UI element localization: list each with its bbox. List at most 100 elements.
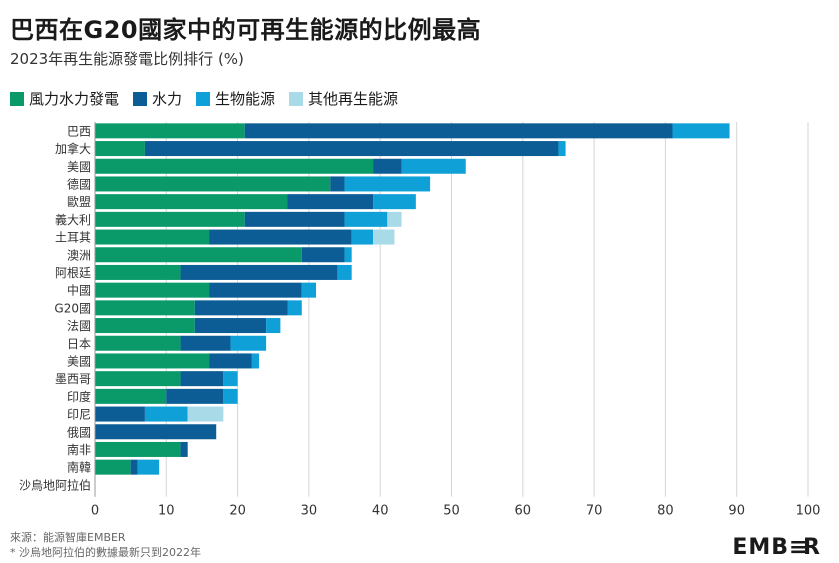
bar-9-series-0 [95,282,210,298]
logo-text-right: R [803,535,821,560]
bar-4-series-0 [95,194,288,210]
category-label-10: G20國 [54,301,91,315]
bar-6-series-0 [95,229,210,245]
bar-8-series-0 [95,264,181,280]
bar-8-series-2 [337,264,352,280]
category-label-6: 土耳其 [55,231,91,245]
category-label-7: 澳洲 [67,248,91,262]
bar-13-series-2 [251,353,259,369]
legend-item-other: 其他再生能源 [289,88,398,109]
bar-5-series-1 [244,211,345,227]
chart-subtitle: 2023年再生能源發電比例排行 (%) [10,50,244,68]
category-label-15: 印度 [67,389,91,404]
bar-4-series-2 [373,194,416,210]
bar-3-series-0 [95,176,331,192]
bar-2-series-0 [95,158,374,174]
bar-8-series-1 [180,264,338,280]
x-tick-label-40: 40 [372,504,389,519]
source-note: 來源：能源智庫EMBER [10,531,126,544]
x-tick-label-50: 50 [443,504,460,519]
category-label-12: 日本 [67,337,91,351]
logo-mark: ≡ [789,535,809,560]
legend-label-wind-solar: 風力水力發電 [29,90,120,108]
x-tick-label-20: 20 [229,504,246,519]
legend-item-wind-solar: 風力水力發電 [10,88,119,109]
bar-2-series-1 [373,158,402,174]
bar-11-series-1 [194,318,267,334]
bar-1-series-2 [558,141,566,157]
category-label-9: 中國 [67,283,91,298]
bar-1-series-0 [95,141,145,157]
category-label-8: 阿根廷 [55,266,91,280]
bar-14-series-0 [95,371,181,387]
bar-7-series-0 [95,247,302,263]
category-label-20: 沙烏地阿拉伯 [19,477,91,492]
legend-swatch-other [289,91,304,106]
category-label-4: 歐盟 [67,194,91,209]
bar-12-series-2 [230,335,267,351]
category-label-17: 俄國 [67,425,91,439]
category-label-16: 印尼 [67,408,91,422]
bar-19-series-2 [137,459,160,475]
footer: 來源：能源智庫EMBER * 沙烏地阿拉伯的數據最新只到2022年 [10,530,201,560]
legend-item-bio: 生物能源 [196,88,275,109]
bar-10-series-0 [95,300,195,316]
category-label-2: 美國 [67,160,91,174]
bar-10-series-1 [194,300,288,316]
bar-5-series-2 [344,211,388,227]
bar-11-series-0 [95,318,195,334]
category-label-3: 德國 [67,176,91,191]
bar-14-series-2 [223,371,238,387]
category-label-1: 加拿大 [55,141,91,156]
bar-6-series-1 [209,229,352,245]
bar-16-series-3 [187,406,224,422]
bar-12-series-1 [180,335,231,351]
bar-19-series-1 [130,459,138,475]
bar-15-series-2 [223,388,238,404]
category-label-0: 巴西 [67,124,91,138]
x-tick-label-0: 0 [91,504,99,519]
bar-14-series-1 [180,371,224,387]
bar-17-series-1 [95,424,217,440]
x-tick-label-100: 100 [796,504,821,519]
bar-18-series-1 [180,441,188,457]
category-label-18: 南非 [67,442,91,457]
x-tick-label-80: 80 [657,504,674,519]
bar-6-series-2 [351,229,374,245]
bar-9-series-2 [301,282,317,298]
legend-label-other: 其他再生能源 [308,90,399,108]
legend-item-hydro: 水力 [133,88,182,109]
x-tick-label-30: 30 [301,504,318,519]
category-label-5: 義大利 [55,212,91,227]
bar-6-series-3 [373,229,395,245]
bar-0-series-2 [672,123,730,139]
bar-7-series-2 [344,247,352,263]
legend-swatch-wind-solar [10,91,24,106]
x-tick-label-60: 60 [515,504,532,519]
bar-1-series-1 [144,141,559,157]
bar-15-series-0 [95,388,167,404]
bar-13-series-0 [95,353,210,369]
legend: 風力水力發電 水力 生物能源 其他再生能源 [10,88,398,109]
bar-19-series-0 [95,459,131,475]
x-tick-label-70: 70 [586,504,603,519]
bar-18-series-0 [95,441,181,457]
bar-3-series-1 [330,176,345,192]
bar-11-series-2 [266,318,281,334]
category-label-11: 法國 [67,319,91,333]
bar-12-series-0 [95,335,181,351]
bar-16-series-1 [95,406,145,422]
bar-13-series-1 [209,353,252,369]
legend-swatch-bio [196,91,211,106]
bar-3-series-2 [344,176,431,192]
bar-7-series-1 [301,247,345,263]
category-label-14: 墨西哥 [55,372,91,386]
legend-label-hydro: 水力 [152,90,183,108]
bar-0-series-1 [244,123,673,139]
x-tick-label-90: 90 [728,504,745,519]
bar-2-series-2 [401,158,466,174]
bar-4-series-1 [287,194,374,210]
legend-swatch-hydro [133,91,148,106]
legend-label-bio: 生物能源 [215,90,276,108]
